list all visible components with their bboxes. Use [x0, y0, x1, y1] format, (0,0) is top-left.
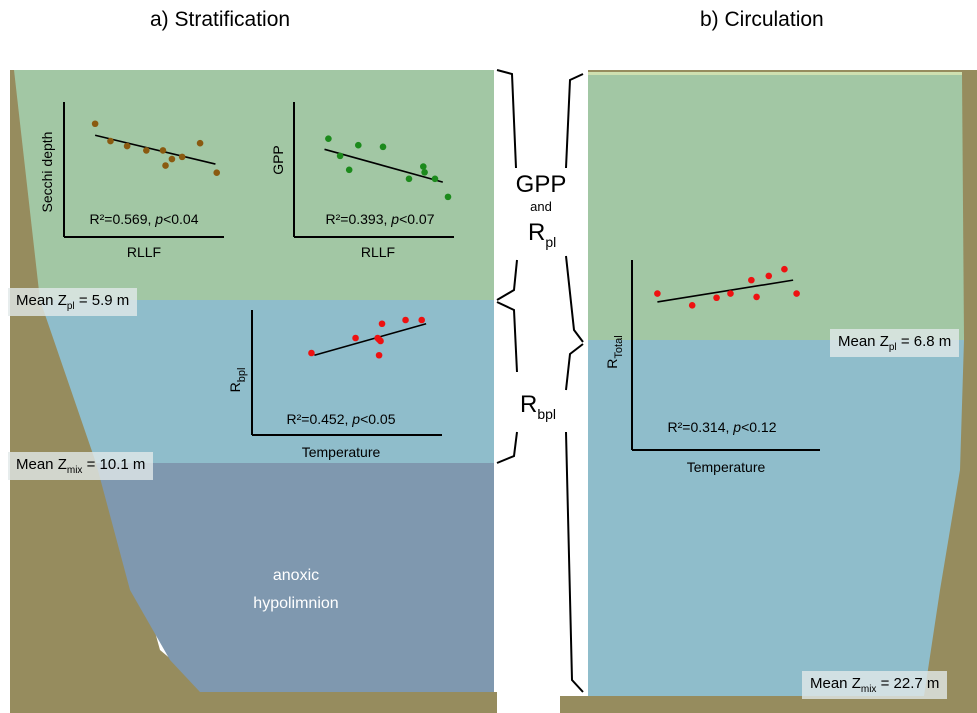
right-mixed-layer	[588, 340, 964, 696]
data-point	[793, 290, 800, 297]
epilimnion-layer	[14, 70, 494, 300]
stat-label: R²=0.452, p<0.05	[287, 411, 396, 427]
data-point	[91, 120, 99, 128]
title-circulation: b) Circulation	[700, 8, 824, 31]
data-point	[308, 349, 315, 357]
circ-mean-zpl-label: Mean Zpl = 6.8 m	[830, 329, 960, 357]
data-point	[325, 135, 332, 142]
x-axis-label: RLLF	[361, 244, 395, 260]
y-axis-label: Secchi depth	[39, 132, 55, 213]
data-point	[352, 334, 359, 342]
data-point	[654, 290, 661, 297]
circ-mean-zmix-label: Mean Zmix = 22.7 m	[802, 671, 948, 699]
data-point	[107, 137, 114, 145]
data-point	[765, 272, 773, 280]
chart-rbpl-vs-temperature: R²=0.452, p<0.05 Temperature Rbpl	[227, 310, 442, 460]
data-point	[213, 169, 221, 177]
data-point	[355, 141, 362, 149]
data-point	[168, 155, 176, 163]
y-axis-label: RTotal	[604, 335, 625, 368]
anoxic-label-line2: hypolimnion	[253, 595, 338, 612]
data-point	[375, 351, 383, 359]
circulation-lake	[560, 70, 977, 713]
center-gpp-label: GPP	[516, 171, 567, 198]
data-point	[345, 166, 353, 174]
bracket-right-upper	[565, 73, 584, 169]
y-axis-label: GPP	[270, 145, 286, 175]
data-point	[143, 147, 150, 154]
right-epilimnion-layer	[588, 74, 964, 340]
title-stratification: a) Stratification	[150, 8, 291, 31]
data-point	[421, 168, 428, 176]
center-and-label: and	[530, 199, 552, 214]
stat-label: R²=0.569, p<0.04	[90, 211, 199, 227]
chart-gpp-vs-rllf: R²=0.393, p<0.07 RLLF GPP	[270, 102, 454, 260]
stat-label: R²=0.314, p<0.12	[668, 419, 777, 435]
anoxic-label-line1: anoxic	[273, 567, 319, 584]
bracket-right-lower-low	[565, 431, 584, 693]
bracket-left-lower-low	[496, 431, 518, 464]
data-point	[405, 175, 413, 183]
data-point	[123, 142, 131, 150]
hypolimnion-layer	[96, 463, 494, 692]
data-point	[196, 139, 204, 147]
chart-rtotal-vs-temperature: R²=0.314, p<0.12 Temperature RTotal	[604, 260, 820, 475]
y-axis-label: Rbpl	[227, 368, 248, 393]
strat-mean-zpl-label: Mean Zpl = 5.9 m	[8, 288, 138, 316]
data-point	[444, 193, 452, 201]
bracket-right-lower	[565, 343, 584, 391]
bracket-right-upper-low	[565, 255, 584, 343]
x-axis-label: Temperature	[687, 459, 766, 475]
center-rpl-label: Rpl	[528, 219, 556, 250]
x-axis-label: RLLF	[127, 244, 161, 260]
strat-mean-zmix-label: Mean Zmix = 10.1 m	[8, 452, 154, 480]
data-point	[431, 175, 439, 183]
data-point	[688, 302, 696, 309]
trend-line	[94, 134, 216, 165]
center-rbpl-label: Rbpl	[520, 391, 556, 422]
data-point	[418, 316, 426, 324]
data-point	[402, 316, 409, 324]
data-point	[420, 163, 427, 170]
data-point	[378, 320, 386, 328]
right-top-edge	[588, 72, 962, 75]
data-point	[178, 153, 186, 161]
trend-line	[314, 322, 427, 357]
stratification-lake	[10, 70, 497, 713]
stat-label: R²=0.393, p<0.07	[326, 211, 435, 227]
trend-line	[324, 148, 444, 183]
bottom-sediment-left	[200, 692, 497, 713]
chart-secchi-vs-rllf: R²=0.569, p<0.04 RLLF Secchi depth	[39, 102, 224, 260]
data-point	[377, 337, 384, 345]
bracket-left-lower	[496, 301, 518, 373]
data-point	[336, 152, 344, 160]
data-point	[753, 293, 760, 301]
data-point	[713, 294, 720, 302]
data-point	[379, 143, 387, 151]
trend-line	[657, 279, 794, 303]
data-point	[748, 276, 755, 284]
data-point	[781, 265, 788, 273]
data-point	[162, 162, 169, 169]
bracket-left-upper-low	[496, 259, 518, 301]
bracket-left-upper	[496, 69, 517, 169]
x-axis-label: Temperature	[302, 444, 381, 460]
center-brackets	[496, 69, 584, 693]
data-point	[727, 290, 734, 297]
data-point	[159, 147, 167, 154]
